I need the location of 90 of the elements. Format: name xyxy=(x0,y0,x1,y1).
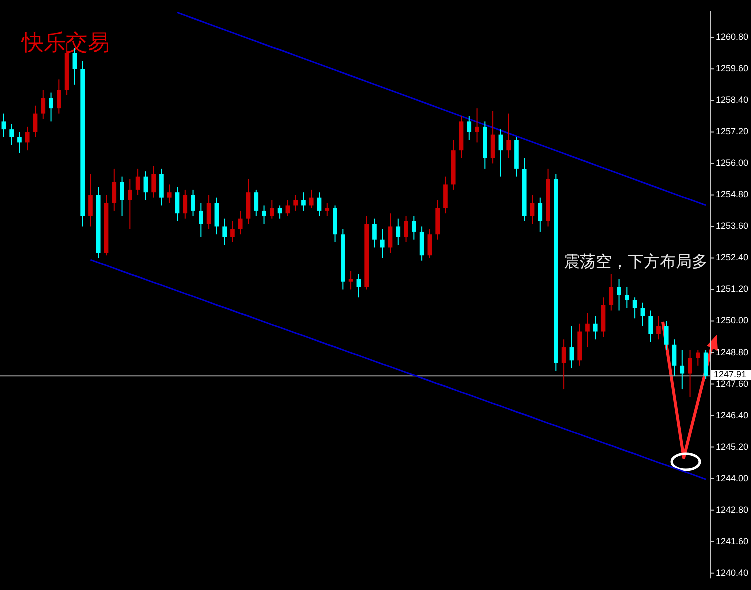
candlestick xyxy=(317,192,322,217)
candlestick xyxy=(664,320,669,351)
candlestick xyxy=(25,126,30,152)
candlestick xyxy=(538,197,543,232)
candlestick xyxy=(380,228,385,259)
candlestick xyxy=(388,213,393,254)
candlestick xyxy=(593,316,598,340)
candlestick xyxy=(617,278,622,312)
candlestick xyxy=(175,186,180,222)
y-tick-label: 1258.40 xyxy=(716,95,749,106)
y-tick-label: 1242.80 xyxy=(716,504,749,515)
candlestick xyxy=(41,90,46,120)
candlestick xyxy=(348,270,354,290)
candlestick xyxy=(120,176,124,217)
y-tick-label: 1246.40 xyxy=(716,410,749,420)
candlestick xyxy=(696,350,700,366)
candlestick xyxy=(609,273,614,312)
y-tick-label: 1252.40 xyxy=(716,252,749,263)
candlestick xyxy=(128,178,132,230)
candlestick xyxy=(18,132,22,154)
candlestick xyxy=(688,350,692,398)
candlestick xyxy=(356,273,362,298)
candlestick xyxy=(294,194,298,212)
candlestick xyxy=(302,192,306,212)
candlestick xyxy=(198,202,204,238)
y-tick-label: 1257.20 xyxy=(716,126,749,137)
candlestick xyxy=(238,210,243,236)
candlestick xyxy=(428,228,432,259)
candlestick xyxy=(309,189,314,209)
y-tick-label: 1251.20 xyxy=(716,284,749,294)
candlestick xyxy=(562,339,566,390)
candlestick xyxy=(648,310,654,343)
candlestick xyxy=(214,197,220,236)
candlestick xyxy=(152,166,156,198)
y-tick-label: 1244.00 xyxy=(716,473,749,484)
candlestick xyxy=(167,184,172,204)
y-tick-label: 1256.00 xyxy=(716,158,749,168)
candlestick xyxy=(230,220,235,243)
candlestick xyxy=(56,79,62,114)
candlestick xyxy=(506,113,512,159)
candlestick xyxy=(586,312,590,348)
candlestick xyxy=(270,200,274,220)
annotation: 震荡空，下方布局多 xyxy=(564,252,708,272)
y-tick-label: 1248.80 xyxy=(716,347,749,358)
candlestick xyxy=(112,168,117,212)
candlestick xyxy=(222,218,228,246)
candlestick xyxy=(412,216,416,240)
candlestick xyxy=(262,205,266,225)
y-tick-label: 1253.60 xyxy=(716,221,749,232)
candlestick xyxy=(88,174,93,228)
candlestick xyxy=(444,176,448,214)
candlestick xyxy=(640,302,646,328)
candlestick xyxy=(286,200,290,217)
y-tick-label: 1245.20 xyxy=(716,442,749,452)
y-tick-label: 1259.60 xyxy=(716,64,749,74)
candlestick xyxy=(420,226,424,262)
y-tick-label: 1240.40 xyxy=(716,568,749,578)
candlestick xyxy=(490,110,496,164)
candlestick xyxy=(33,105,38,138)
y-tick-label: 1250.00 xyxy=(716,316,749,326)
candlestick xyxy=(49,92,54,122)
ref-line-label: 1247.91 xyxy=(714,370,747,380)
candlestick xyxy=(183,189,188,220)
candlestick xyxy=(498,129,504,178)
y-tick-label: 1254.80 xyxy=(716,190,749,200)
candlestick xyxy=(570,326,574,370)
candlestick xyxy=(467,116,472,141)
y-tick-label: 1241.60 xyxy=(716,536,749,546)
y-tick-label: 1260.80 xyxy=(716,32,749,42)
candlestick xyxy=(144,171,148,201)
candlestick xyxy=(2,113,6,138)
candlestick xyxy=(372,218,377,248)
text: 快乐交易 xyxy=(22,30,110,58)
candlestick xyxy=(160,168,164,206)
y-tick-label: 1247.60 xyxy=(716,378,749,389)
candlestick xyxy=(672,339,677,377)
candlestick xyxy=(191,189,196,217)
candlestick xyxy=(136,168,140,196)
candlestick xyxy=(704,350,708,380)
candlestick xyxy=(680,350,685,390)
candlestick xyxy=(254,189,259,217)
candlestick xyxy=(656,316,661,340)
candlestick xyxy=(404,216,408,243)
candlestick xyxy=(475,108,480,144)
candlestick xyxy=(530,194,535,225)
candlestick xyxy=(10,124,14,146)
candlestick xyxy=(325,202,330,217)
candlestick xyxy=(624,286,630,309)
candlestick xyxy=(396,218,401,246)
candlestick xyxy=(206,194,212,230)
